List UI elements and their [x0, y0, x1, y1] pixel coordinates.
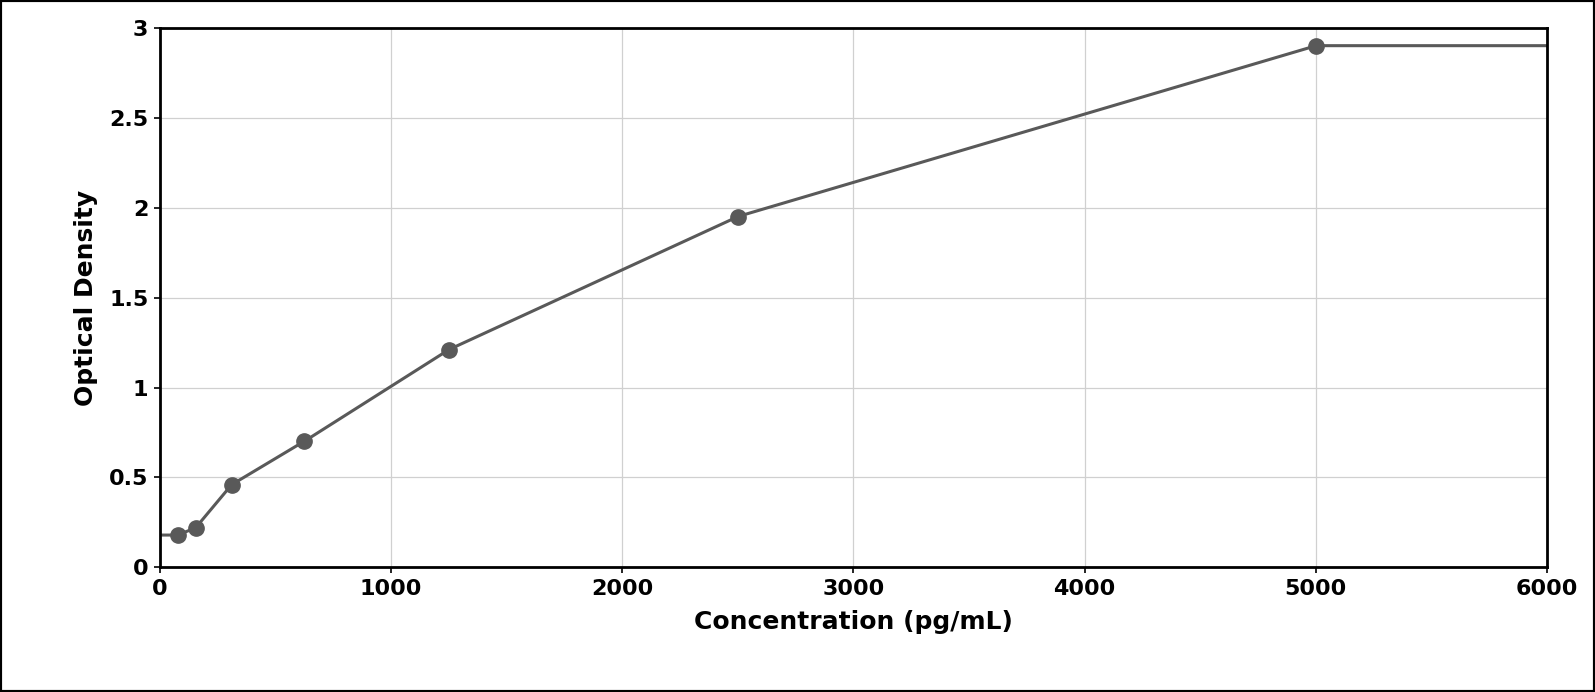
X-axis label: Concentration (pg/mL): Concentration (pg/mL) — [694, 610, 1013, 634]
Point — [1303, 40, 1329, 51]
Point — [724, 211, 751, 222]
Point — [183, 522, 209, 534]
Point — [292, 436, 317, 447]
Point — [164, 529, 190, 540]
Y-axis label: Optical Density: Optical Density — [73, 190, 97, 406]
Point — [219, 479, 244, 490]
Point — [435, 344, 461, 355]
